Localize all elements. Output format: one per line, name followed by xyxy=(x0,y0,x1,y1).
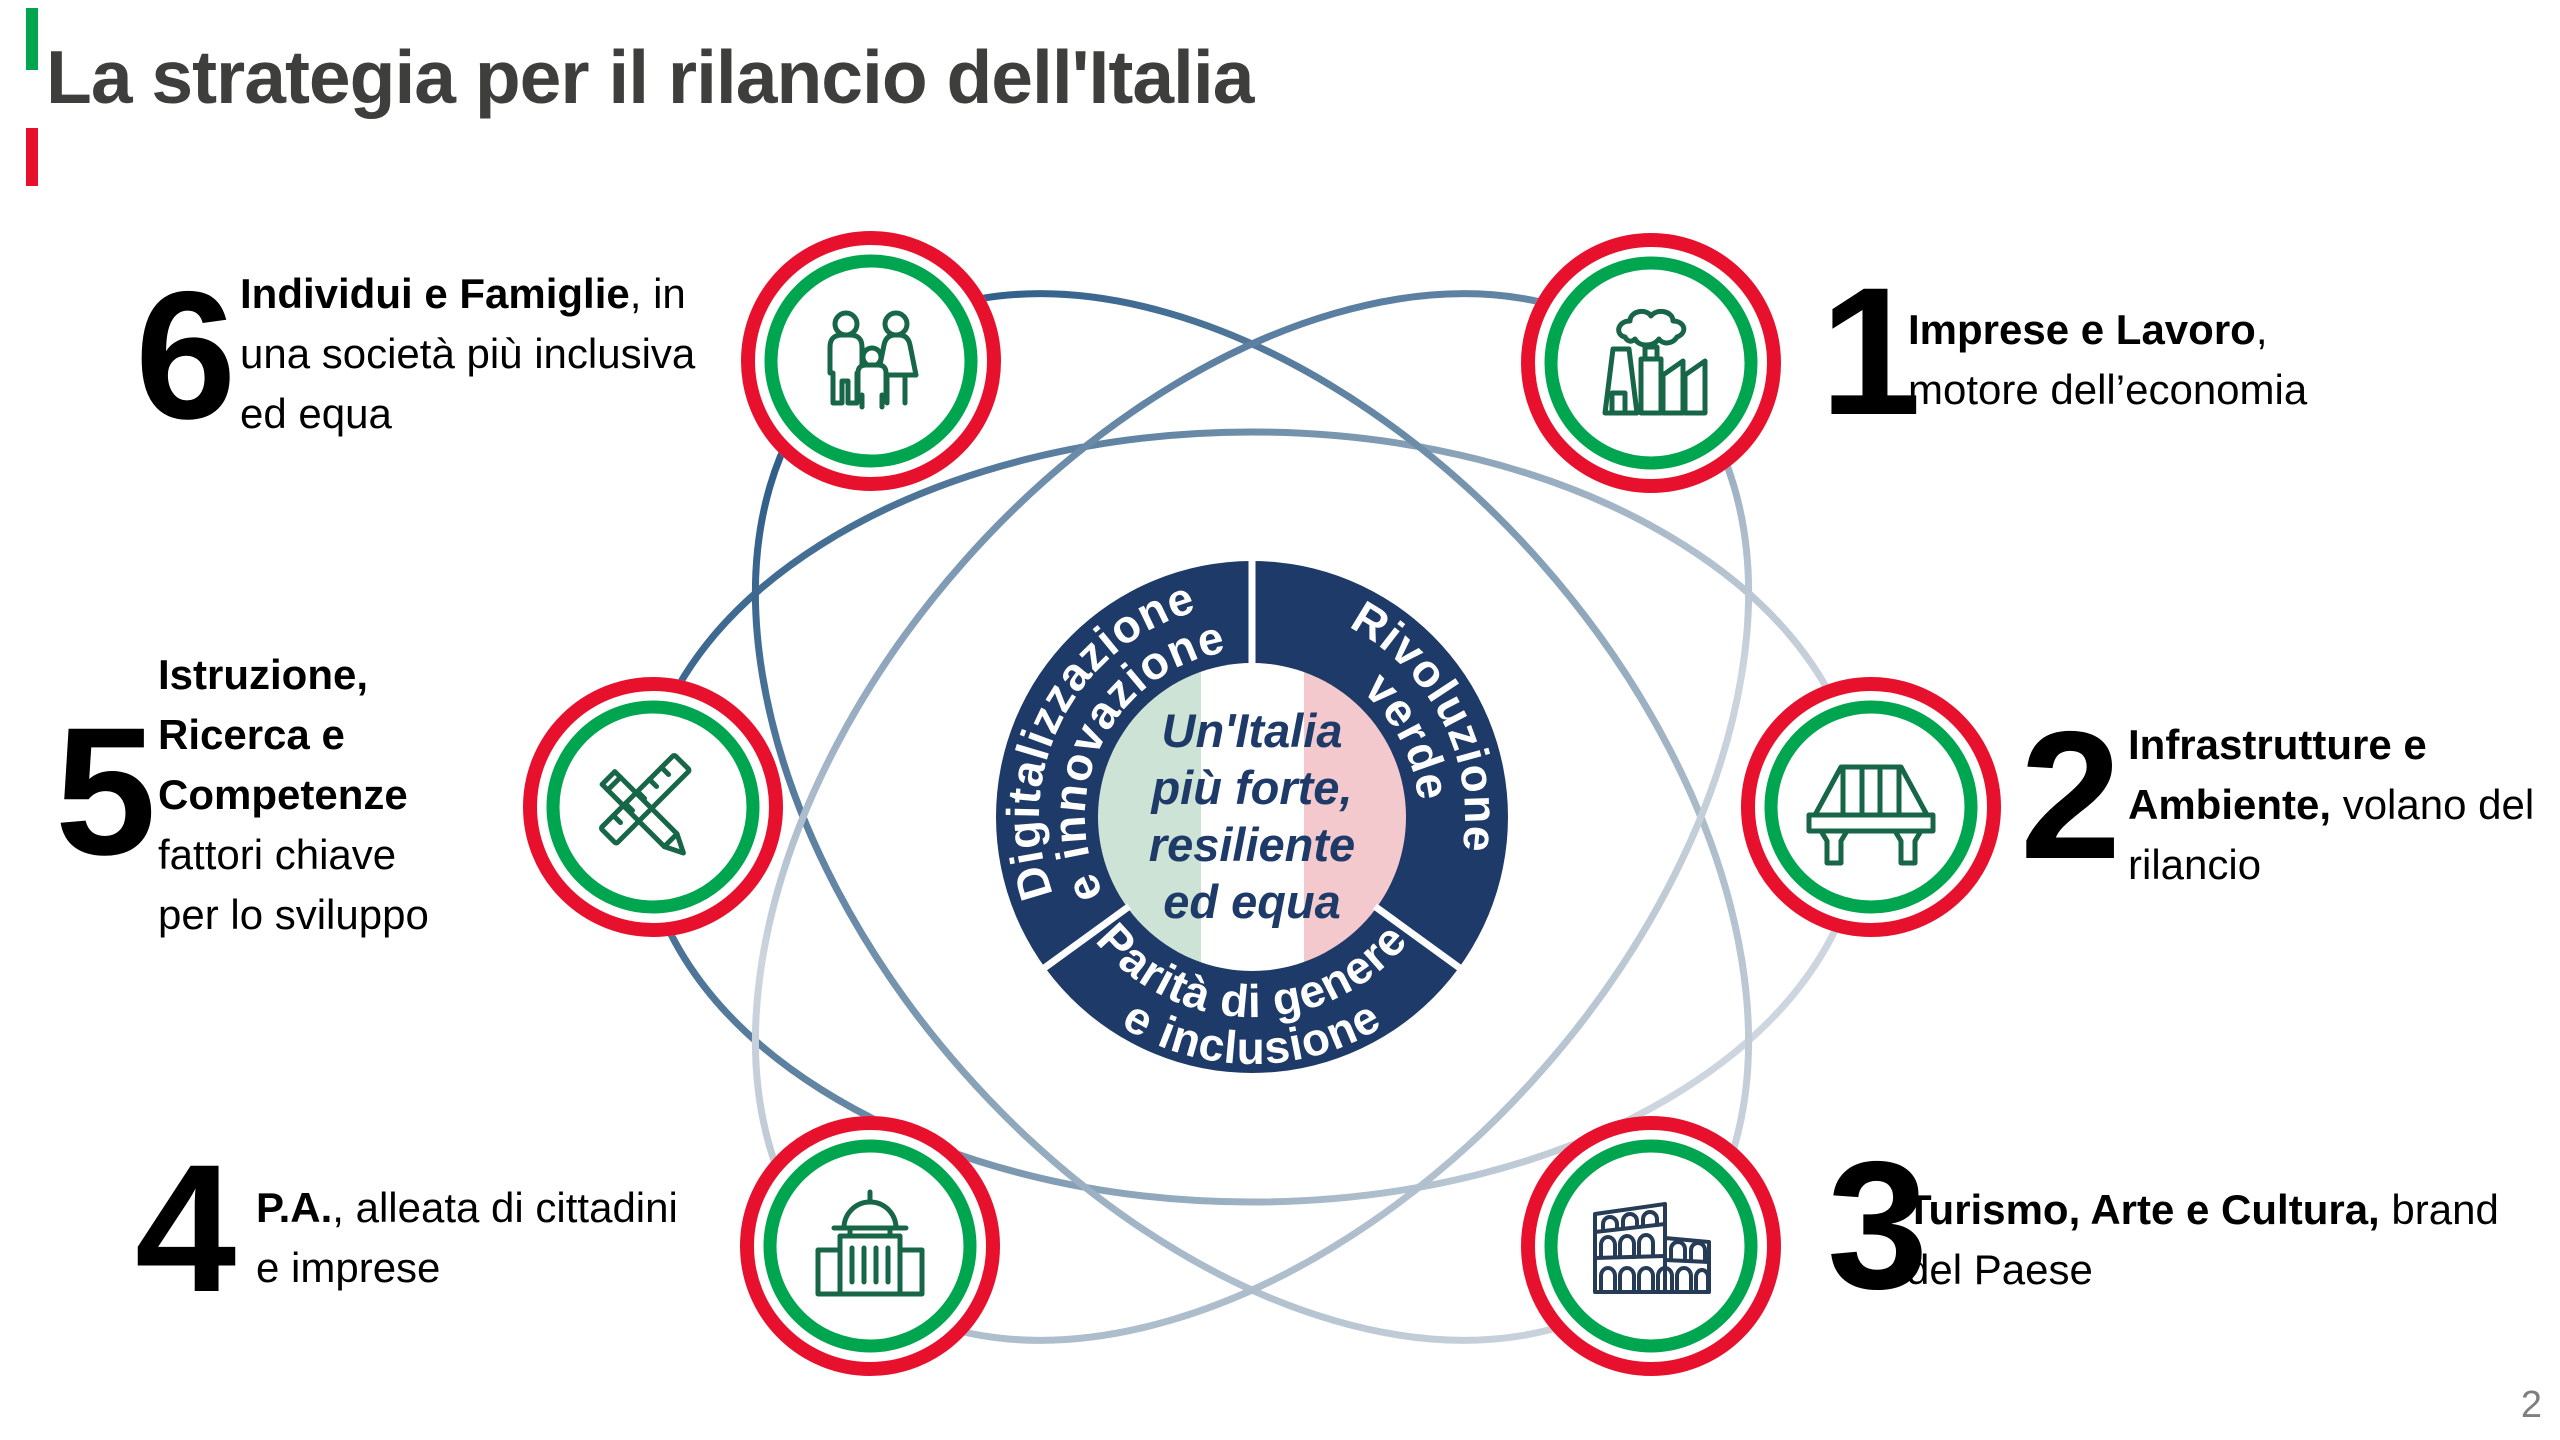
flag-white-band xyxy=(1201,663,1304,971)
hub-segment-dividers xyxy=(1041,559,1463,972)
satellite-1-imprese xyxy=(1521,233,1781,493)
bridge-icon xyxy=(1806,764,1936,866)
item-label-6: Individui e Famiglie, in una società più… xyxy=(240,270,696,437)
title-accent-red-bar xyxy=(26,128,38,186)
svg-text:resiliente: resiliente xyxy=(1149,818,1355,871)
svg-text:Un'Italia: Un'Italia xyxy=(1162,704,1343,757)
colosseum-icon xyxy=(1593,1202,1711,1294)
satellite-2-infrastrutture xyxy=(1741,677,2001,937)
ruler-pencil-icon xyxy=(599,753,692,856)
item-label-1: Imprese e Lavoro, motore dell’economia xyxy=(1908,306,2308,413)
svg-text:più forte,: più forte, xyxy=(1149,761,1352,814)
family-icon xyxy=(827,310,919,410)
item-number-5: 5 xyxy=(55,689,157,893)
central-hub: Rivoluzione verde Digitalizzazione e inn… xyxy=(996,559,1508,1074)
page-title: La strategia per il rilancio dell'Italia xyxy=(46,35,1254,119)
hub-center-text: Un'Italia più forte, resiliente ed equa xyxy=(1149,704,1355,928)
satellite-4-pa xyxy=(740,1116,1000,1376)
item-label-3: Turismo, Arte e Cultura, brand del Paese xyxy=(1906,1186,2499,1293)
item-number-4: 4 xyxy=(135,1126,237,1330)
satellite-3-turismo xyxy=(1521,1116,1781,1376)
satellite-5-istruzione xyxy=(523,677,783,937)
item-label-4: P.A., alleata di cittadini e imprese xyxy=(256,1184,678,1291)
item-number-6: 6 xyxy=(135,253,237,457)
government-building-icon xyxy=(815,1189,925,1297)
svg-text:ed equa: ed equa xyxy=(1163,875,1341,928)
factory-icon xyxy=(1602,308,1708,416)
item-label-5: Istruzione, Ricerca e Competenze fattori… xyxy=(158,651,429,938)
title-accent-green-bar xyxy=(26,8,38,70)
page-number: 2 xyxy=(2520,1384,2542,1426)
satellite-6-individui xyxy=(741,231,1001,491)
item-number-3: 3 xyxy=(1827,1123,1929,1327)
item-number-1: 1 xyxy=(1820,249,1922,453)
item-label-2: Infrastrutture e Ambiente, volano del ri… xyxy=(2128,721,2535,888)
item-number-2: 2 xyxy=(2020,693,2122,897)
